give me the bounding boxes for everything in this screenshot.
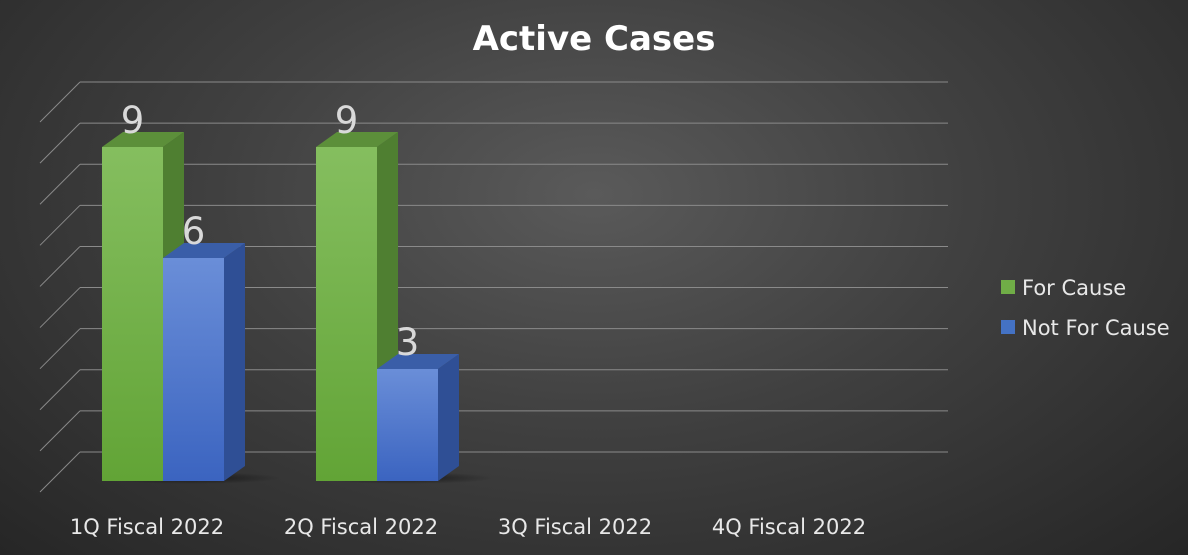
bar-top — [377, 354, 459, 369]
x-tick-label: 2Q Fiscal 2022 — [284, 515, 438, 539]
data-label: 9 — [335, 99, 359, 142]
gridline-depth — [39, 122, 81, 164]
bar-front — [377, 369, 438, 481]
gridline-depth — [39, 410, 81, 452]
bar-not-for-cause — [377, 354, 459, 481]
x-tick-label: 4Q Fiscal 2022 — [712, 515, 866, 539]
legend-item: Not For Cause — [1001, 316, 1170, 340]
bars — [102, 132, 494, 484]
bar-top — [316, 132, 398, 147]
legend-label: For Cause — [1022, 276, 1126, 300]
bar-front — [102, 147, 163, 481]
gridline-depth — [39, 204, 81, 246]
bar-front — [316, 147, 377, 481]
bar-side — [438, 354, 459, 481]
x-tick-label: 3Q Fiscal 2022 — [498, 515, 652, 539]
data-labels: 9 6 9 3 — [121, 99, 420, 364]
bar-front — [163, 258, 224, 481]
legend-label: Not For Cause — [1022, 316, 1170, 340]
x-tick-label: 1Q Fiscal 2022 — [70, 515, 224, 539]
bar-top — [102, 132, 184, 147]
legend: For Cause Not For Cause — [1001, 276, 1170, 340]
data-label: 9 — [121, 99, 145, 142]
gridline-depth — [39, 81, 81, 123]
gridline-depth — [39, 163, 81, 205]
chart-title: Active Cases — [473, 19, 716, 59]
gridline-depth — [39, 328, 81, 370]
bar-top — [163, 243, 245, 258]
legend-swatch — [1001, 320, 1015, 334]
x-axis: 1Q Fiscal 2022 2Q Fiscal 2022 3Q Fiscal 20… — [70, 515, 866, 539]
legend-item: For Cause — [1001, 276, 1126, 300]
gridline-depth — [39, 246, 81, 287]
data-label: 3 — [396, 321, 420, 364]
gridline-depth — [39, 369, 81, 411]
data-label: 6 — [182, 210, 206, 253]
gridline-depth — [39, 287, 81, 328]
legend-swatch — [1001, 280, 1015, 294]
bar-side — [224, 243, 245, 481]
gridline-depth — [39, 451, 81, 493]
bar-not-for-cause — [163, 243, 245, 481]
